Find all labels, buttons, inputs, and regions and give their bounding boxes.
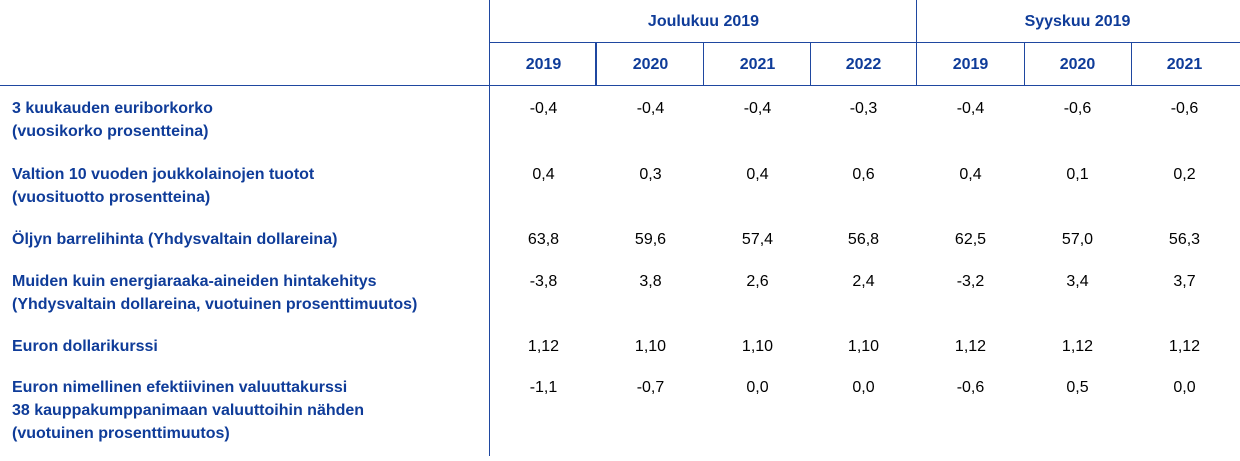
table-cell: 57,0 [1061, 231, 1094, 248]
table-cell: 0,0 [1173, 379, 1196, 396]
table-cell: 3,4 [1066, 273, 1089, 290]
year-header: 2022 [845, 56, 882, 73]
row-label: Öljyn barrelihinta (Yhdysvaltain dollare… [12, 231, 338, 248]
table-cell: 2,4 [852, 273, 875, 290]
row-label: 3 kuukauden euriborkorko (vuosikorko pro… [12, 100, 213, 140]
divider [1131, 43, 1132, 86]
divider [489, 0, 490, 456]
table-cell: 56,8 [847, 231, 880, 248]
row-label: Muiden kuin energiaraaka-aineiden hintak… [12, 273, 418, 313]
table-cell: 1,12 [1061, 338, 1094, 355]
table-cell: 1,10 [634, 338, 667, 355]
table-cell: -0,6 [956, 379, 985, 396]
table-cell: 0,6 [852, 166, 875, 183]
row-label: Valtion 10 vuoden joukkolainojen tuotot … [12, 166, 315, 206]
table-cell: 0,0 [746, 379, 769, 396]
table-cell: 0,4 [959, 166, 982, 183]
table-cell: -0,3 [849, 100, 878, 117]
divider [916, 0, 917, 86]
group-header-syyskuu: Syyskuu 2019 [1024, 13, 1131, 30]
divider [0, 85, 1240, 86]
row-label: Euron dollarikurssi [12, 338, 158, 355]
table-cell: 1,12 [527, 338, 560, 355]
group-header-joulukuu: Joulukuu 2019 [647, 13, 760, 30]
divider [489, 42, 1240, 43]
divider [703, 43, 704, 86]
table-cell: 1,10 [847, 338, 880, 355]
table-cell: -3,2 [956, 273, 985, 290]
table-cell: -0,6 [1063, 100, 1092, 117]
divider [1024, 43, 1025, 86]
table-cell: 0,5 [1066, 379, 1089, 396]
table-cell: 0,1 [1066, 166, 1089, 183]
table-cell: -0,6 [1170, 100, 1199, 117]
table-cell: 57,4 [741, 231, 774, 248]
year-header: 2021 [739, 56, 776, 73]
divider [810, 43, 811, 86]
year-header: 2021 [1166, 56, 1203, 73]
table-cell: 3,8 [639, 273, 662, 290]
table-cell: -0,7 [636, 379, 665, 396]
divider [595, 43, 597, 86]
table-cell: 63,8 [527, 231, 560, 248]
table-cell: -0,4 [636, 100, 665, 117]
table-cell: 0,0 [852, 379, 875, 396]
year-header: 2020 [632, 56, 669, 73]
row-label: Euron nimellinen efektiivinen valuuttaku… [12, 379, 365, 442]
table-cell: 0,3 [639, 166, 662, 183]
table-cell: -1,1 [529, 379, 558, 396]
year-header: 2019 [952, 56, 989, 73]
year-header: 2020 [1059, 56, 1096, 73]
table-cell: 0,2 [1173, 166, 1196, 183]
table-cell: 2,6 [746, 273, 769, 290]
table-cell: 56,3 [1168, 231, 1201, 248]
table-cell: -3,8 [529, 273, 558, 290]
table-cell: 1,10 [741, 338, 774, 355]
table-cell: 0,4 [532, 166, 555, 183]
table-cell: 1,12 [1168, 338, 1201, 355]
table-cell: -0,4 [529, 100, 558, 117]
table-cell: 0,4 [746, 166, 769, 183]
table-cell: -0,4 [956, 100, 985, 117]
table-cell: -0,4 [743, 100, 772, 117]
table-cell: 1,12 [954, 338, 987, 355]
year-header: 2019 [525, 56, 562, 73]
table-cell: 3,7 [1173, 273, 1196, 290]
table-cell: 59,6 [634, 231, 667, 248]
table-cell: 62,5 [954, 231, 987, 248]
